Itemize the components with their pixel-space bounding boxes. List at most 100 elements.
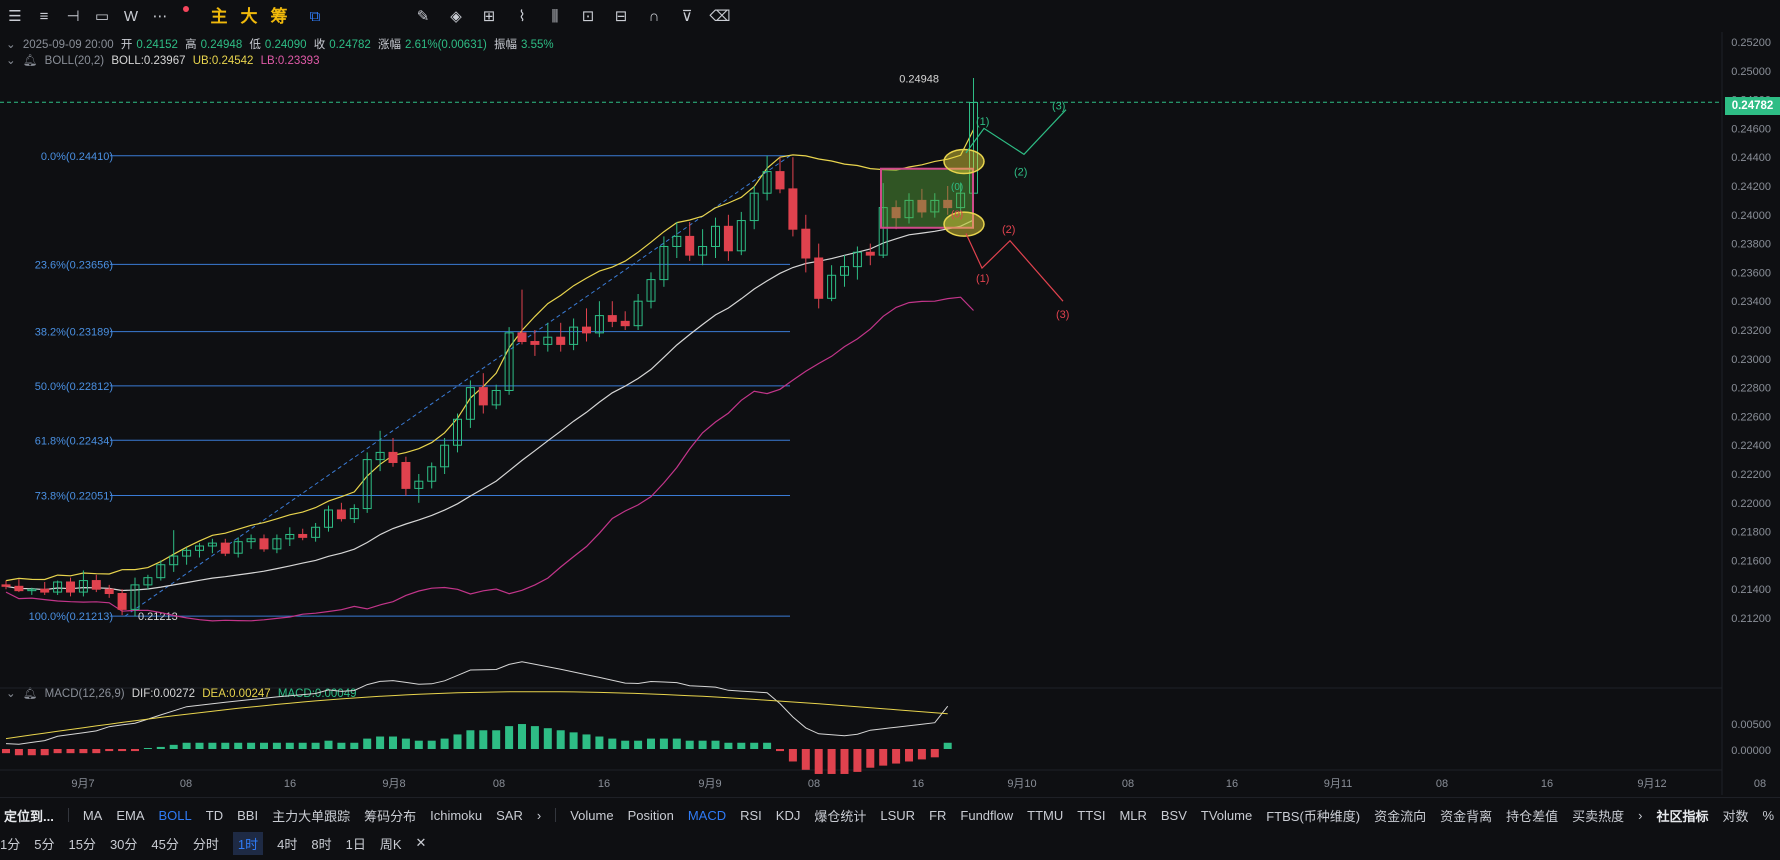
screenshot-icon[interactable]: ⧉ — [309, 7, 321, 25]
candle-body[interactable] — [852, 251, 862, 268]
candle-body[interactable] — [336, 509, 346, 520]
candle-body[interactable] — [865, 251, 875, 256]
candle-body[interactable] — [569, 326, 579, 345]
indicator-8[interactable]: Ichimoku — [430, 807, 483, 823]
cn-button-1[interactable]: 大 — [240, 6, 258, 26]
candle-body[interactable] — [659, 245, 669, 281]
indicator-29[interactable]: 买卖热度 — [1572, 808, 1625, 824]
candle-body[interactable] — [633, 300, 643, 327]
candle-body[interactable] — [775, 171, 785, 190]
candle-body[interactable] — [827, 274, 837, 299]
candle-body[interactable] — [440, 444, 450, 468]
candle-body[interactable] — [840, 266, 849, 276]
candle-body[interactable] — [195, 545, 204, 551]
candle-body[interactable] — [530, 341, 540, 345]
indicator-31[interactable]: 社区指标 — [1656, 808, 1709, 824]
layers-select-icon[interactable]: ◈ — [450, 7, 462, 25]
candle-body[interactable] — [27, 588, 37, 592]
chart-area[interactable]: 0.252000.250000.248000.246000.244000.242… — [0, 32, 1780, 797]
candle-body[interactable] — [904, 199, 914, 219]
trash-icon[interactable]: ⌫ — [709, 7, 731, 25]
candle-body[interactable] — [311, 526, 321, 538]
candle-body[interactable] — [298, 533, 308, 538]
candle-body[interactable] — [117, 593, 127, 610]
candle-body[interactable] — [362, 459, 372, 510]
indicator-23[interactable]: BSV — [1160, 807, 1187, 823]
candle-body[interactable] — [53, 581, 63, 593]
text-box-icon[interactable]: ⊟ — [614, 7, 628, 25]
more-icon[interactable]: ⋯ — [152, 7, 168, 25]
lock-icon[interactable]: ⊡ — [581, 7, 595, 25]
candle-body[interactable] — [930, 199, 940, 213]
interval-2[interactable]: 15分 — [68, 836, 96, 852]
rectangle-icon[interactable]: ▭ — [94, 7, 110, 25]
indicator-11[interactable]: Volume — [570, 807, 614, 823]
candle-body[interactable] — [285, 533, 295, 540]
candle-body[interactable] — [504, 332, 514, 391]
candle-body[interactable] — [582, 326, 591, 334]
candle-icon[interactable]: ⫼ — [551, 7, 559, 25]
candle-body[interactable] — [749, 192, 759, 222]
candle-body[interactable] — [711, 225, 720, 247]
candle-body[interactable] — [517, 332, 527, 343]
indicator-19[interactable]: Fundflow — [960, 807, 1014, 823]
interval-1[interactable]: 5分 — [34, 836, 55, 852]
candle-body[interactable] — [207, 542, 217, 547]
candle-body[interactable] — [672, 235, 682, 247]
indicator-33[interactable]: % — [1762, 807, 1775, 823]
candle-body[interactable] — [349, 508, 359, 520]
interval-4[interactable]: 45分 — [151, 836, 179, 852]
indicator-2[interactable]: EMA — [116, 807, 145, 823]
candle-body[interactable] — [130, 584, 140, 610]
filter-icon[interactable]: ⊽ — [681, 7, 693, 25]
collapse-icon[interactable]: ⌄ — [6, 688, 16, 700]
candle-body[interactable] — [594, 315, 604, 334]
candle-body[interactable] — [646, 279, 656, 302]
macd-name[interactable]: MACD(12,26,9) — [44, 688, 125, 700]
candle-body[interactable] — [233, 541, 243, 554]
indicator-21[interactable]: TTSI — [1077, 807, 1106, 823]
indicator-13[interactable]: MACD — [687, 807, 727, 823]
bell-icon[interactable]: 🔔︎ — [22, 55, 38, 67]
expand-chevron-icon[interactable]: › — [1638, 807, 1643, 823]
candle-body[interactable] — [259, 538, 269, 550]
collapse-icon[interactable]: ⌄ — [6, 39, 16, 51]
candle-body[interactable] — [685, 235, 695, 256]
horizontal-lines-icon[interactable]: ≡ — [39, 7, 49, 25]
bell-icon[interactable]: 🔔︎ — [22, 688, 38, 700]
indicator-25[interactable]: FTBS(币种维度) — [1266, 808, 1361, 824]
cn-button-2[interactable]: 筹 — [270, 6, 288, 26]
interval-7[interactable]: 4时 — [277, 836, 298, 852]
candle-body[interactable] — [246, 538, 256, 543]
candle-body[interactable] — [620, 320, 630, 327]
indicator-18[interactable]: FR — [929, 807, 947, 823]
ruler-icon[interactable]: ⊞ — [482, 7, 496, 25]
indicator-22[interactable]: MLR — [1119, 807, 1147, 823]
candle-body[interactable] — [736, 220, 746, 252]
candle-body[interactable] — [878, 207, 888, 256]
indicator-5[interactable]: BBI — [237, 807, 259, 823]
candle-body[interactable] — [891, 207, 901, 219]
candle-body[interactable] — [66, 581, 75, 593]
interval-8[interactable]: 8时 — [311, 836, 332, 852]
candle-body[interactable] — [388, 451, 398, 463]
candle-body[interactable] — [104, 588, 114, 595]
interval-0[interactable]: 1分 — [0, 836, 21, 852]
indicator-17[interactable]: LSUR — [880, 807, 916, 823]
candle-body[interactable] — [324, 509, 333, 528]
candle-body[interactable] — [156, 564, 166, 579]
cn-button-0[interactable]: 主 — [210, 6, 228, 26]
interval-5[interactable]: 分时 — [192, 836, 219, 852]
candle-body[interactable] — [78, 580, 88, 593]
candle-body[interactable] — [220, 542, 230, 554]
indicator-9[interactable]: SAR — [496, 807, 523, 823]
boll-name[interactable]: BOLL(20,2) — [44, 55, 105, 67]
locate-button[interactable]: 定位到... — [4, 808, 54, 824]
candle-body[interactable] — [1, 584, 11, 587]
candle-body[interactable] — [814, 257, 824, 299]
candle-body[interactable] — [607, 315, 617, 322]
indicator-27[interactable]: 资金背离 — [1440, 808, 1493, 824]
indicator-28[interactable]: 持仓差值 — [1506, 808, 1559, 824]
candle-body[interactable] — [723, 225, 733, 252]
expand-chevron-icon[interactable]: › — [536, 807, 542, 823]
